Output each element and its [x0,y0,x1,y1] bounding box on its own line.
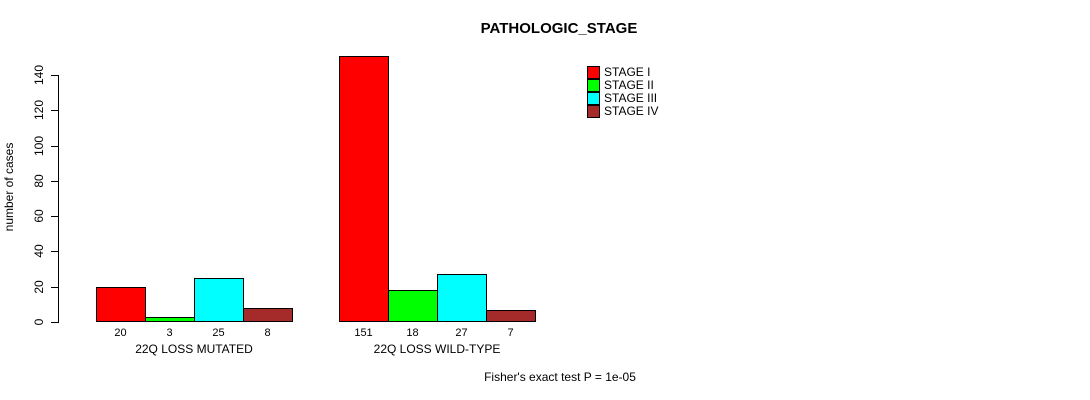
legend-item: STAGE I [587,66,658,79]
bar-value-label: 8 [264,327,271,339]
y-axis-tick-label: 100 [32,135,46,157]
legend-item: STAGE IV [587,105,658,118]
y-axis-line [58,75,59,323]
bar-stage-iv-mutated [243,308,293,322]
y-axis-tick-label: 20 [32,280,46,294]
bar-value-label: 151 [354,327,373,339]
y-axis-tick [51,110,58,111]
bar-stage-ii-mutated [145,317,195,322]
y-axis-tick [51,287,58,288]
bar-stage-iii-wild-type [437,274,487,322]
legend: STAGE I STAGE II STAGE III STAGE IV [587,66,658,118]
legend-label: STAGE II [604,78,654,92]
bar-value-label: 3 [166,327,173,339]
y-axis-tick-label: 140 [32,64,46,86]
y-axis-tick [51,181,58,182]
y-axis-tick [51,322,58,323]
legend-item: STAGE II [587,79,658,92]
y-axis-tick [51,251,58,252]
bar-value-label: 25 [212,327,225,339]
legend-swatch [587,79,600,92]
bar-value-label: 20 [114,327,127,339]
y-axis-tick-label: 40 [32,244,46,258]
x-axis-group-label: 22Q LOSS MUTATED [135,342,253,356]
x-axis-group-label: 22Q LOSS WILD-TYPE [373,342,501,356]
legend-label: STAGE I [604,65,651,79]
legend-item: STAGE III [587,92,658,105]
y-axis-tick-label: 120 [32,99,46,121]
chart-title: PATHOLOGIC_STAGE [480,20,638,37]
y-axis-title: number of cases [2,142,16,232]
legend-swatch [587,105,600,118]
bar-stage-ii-wild-type [388,290,438,322]
bar-stage-i-mutated [96,287,146,322]
bar-value-label: 18 [406,327,419,339]
bar-value-label: 27 [455,327,468,339]
y-axis-tick [51,146,58,147]
y-axis-tick [51,216,58,217]
y-axis-tick [51,75,58,76]
bar-stage-iii-mutated [194,278,244,322]
legend-swatch [587,66,600,79]
bar-stage-i-wild-type [339,56,389,322]
stats-annotation: Fisher's exact test P = 1e-05 [484,370,636,384]
bar-stage-iv-wild-type [486,310,536,322]
y-axis-tick-label: 0 [32,318,46,326]
bar-value-label: 7 [507,327,514,339]
y-axis-tick-label: 80 [32,174,46,188]
legend-label: STAGE IV [604,104,659,118]
legend-label: STAGE III [604,91,658,105]
y-axis-tick-label: 60 [32,209,46,223]
legend-swatch [587,92,600,105]
